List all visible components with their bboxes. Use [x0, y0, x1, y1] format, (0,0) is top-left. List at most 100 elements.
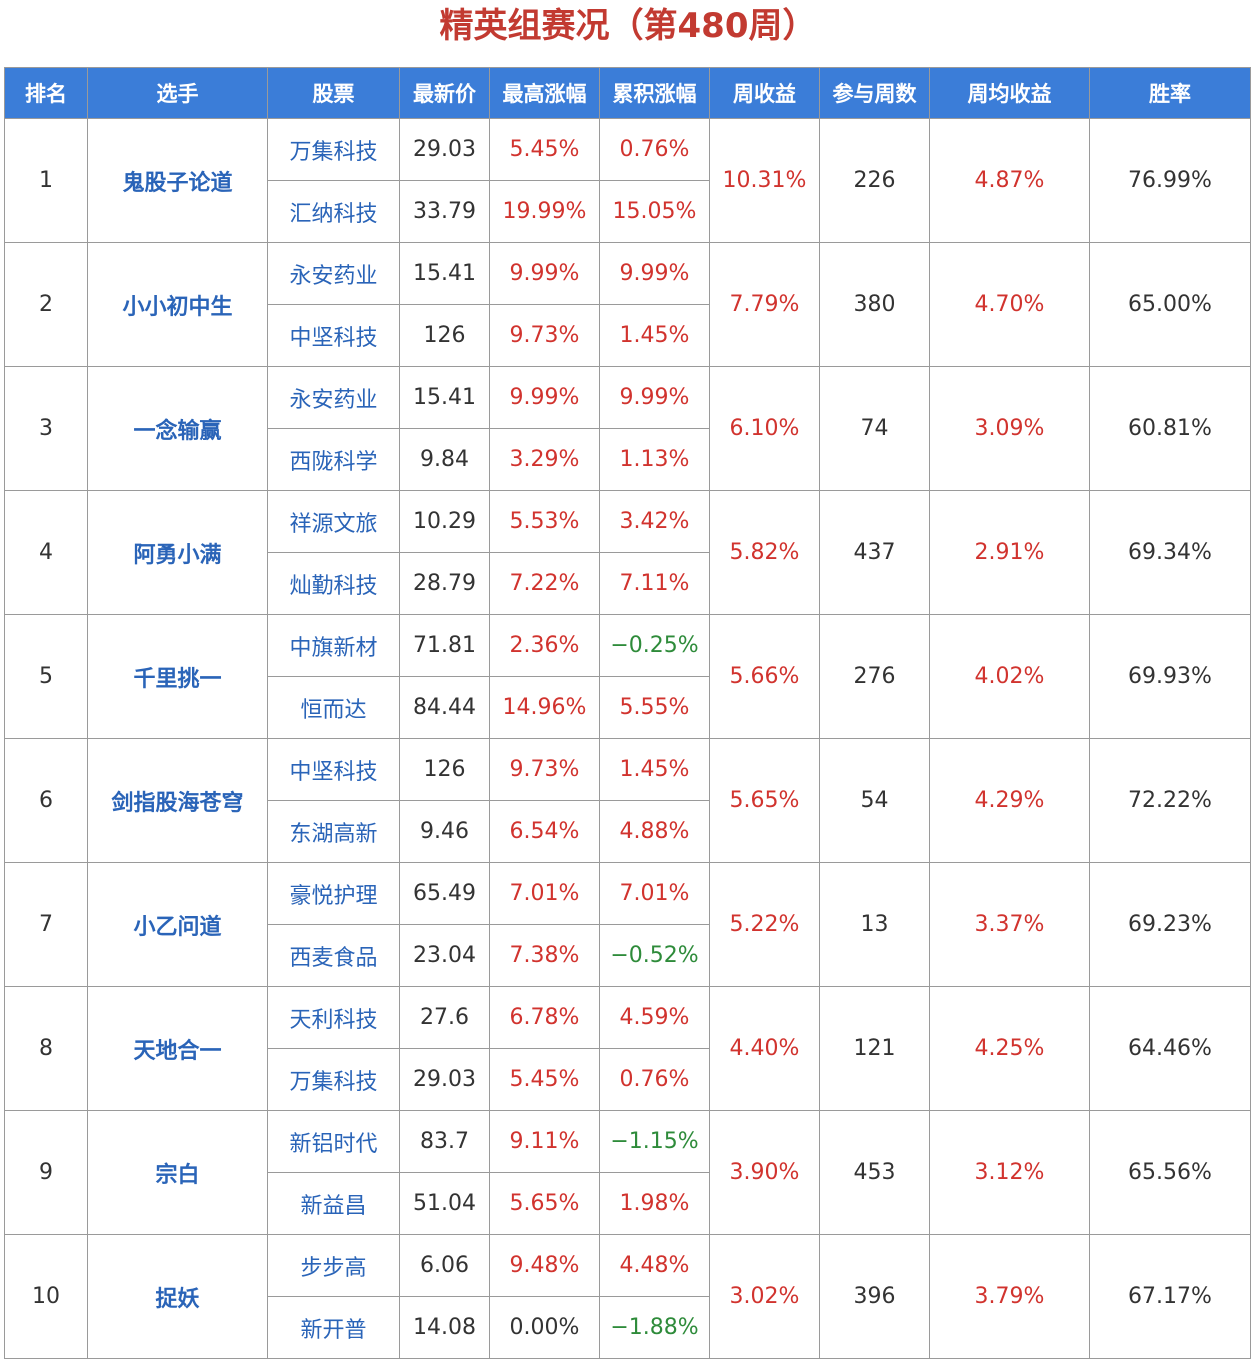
latest-price: 126 [399, 738, 490, 801]
weekly-return: 5.65% [709, 738, 820, 863]
weekly-return: 3.90% [709, 1110, 820, 1235]
latest-price: 28.79 [399, 552, 490, 615]
table-row: 1 鬼股子论道 万集科技 29.03 5.45% 0.76% 10.31% 226 4.87% 7… [4, 118, 1251, 243]
cumulative-gain: 1.45% [599, 304, 710, 367]
stock-name: 中坚科技 [267, 738, 400, 801]
max-gain: 7.38% [489, 924, 600, 987]
latest-price: 27.6 [399, 986, 490, 1049]
table-row: 4 阿勇小满 祥源文旅 10.29 5.53% 3.42% 5.82% 437 2.91% 69.… [4, 490, 1251, 615]
latest-price: 6.06 [399, 1234, 490, 1297]
cumulative-gain: −1.88% [599, 1296, 710, 1359]
avg-weekly-return: 3.12% [929, 1110, 1090, 1235]
header-win-rate: 胜率 [1089, 67, 1251, 119]
cumulative-gain: 7.11% [599, 552, 710, 615]
player-name: 小乙问道 [87, 862, 268, 987]
max-gain: 9.73% [489, 304, 600, 367]
player-name: 千里挑一 [87, 614, 268, 739]
latest-price: 15.41 [399, 366, 490, 429]
table-row: 10 捉妖 步步高 6.06 9.48% 4.48% 3.02% 396 3.79% 67.17% [4, 1234, 1251, 1359]
stock-name: 中旗新材 [267, 614, 400, 677]
cumulative-gain: 1.13% [599, 428, 710, 491]
latest-price: 15.41 [399, 242, 490, 305]
weeks-participated: 437 [819, 490, 930, 615]
weeks-participated: 121 [819, 986, 930, 1111]
latest-price: 71.81 [399, 614, 490, 677]
player-name: 天地合一 [87, 986, 268, 1111]
max-gain: 9.99% [489, 366, 600, 429]
player-name: 宗白 [87, 1110, 268, 1235]
header-player: 选手 [87, 67, 268, 119]
ranking-table: 排名 选手 股票 最新价 最高涨幅 累积涨幅 周收益 参与周数 周均收益 胜率 … [4, 67, 1251, 1359]
table-row: 2 小小初中生 永安药业 15.41 9.99% 9.99% 7.79% 380 4.70% 65… [4, 242, 1251, 367]
table-row: 7 小乙问道 豪悦护理 65.49 7.01% 7.01% 5.22% 13 3.37% 69.2… [4, 862, 1251, 987]
weeks-participated: 226 [819, 118, 930, 243]
weekly-return: 5.22% [709, 862, 820, 987]
cumulative-gain: −0.25% [599, 614, 710, 677]
cumulative-gain: 1.98% [599, 1172, 710, 1235]
player-name: 捉妖 [87, 1234, 268, 1359]
max-gain: 9.99% [489, 242, 600, 305]
avg-weekly-return: 3.79% [929, 1234, 1090, 1359]
rank-cell: 1 [4, 118, 88, 243]
cumulative-gain: 4.48% [599, 1234, 710, 1297]
header-stock: 股票 [267, 67, 400, 119]
stock-name: 永安药业 [267, 242, 400, 305]
max-gain: 14.96% [489, 676, 600, 739]
latest-price: 9.84 [399, 428, 490, 491]
weeks-participated: 453 [819, 1110, 930, 1235]
rank-cell: 2 [4, 242, 88, 367]
weeks-participated: 74 [819, 366, 930, 491]
table-row: 新益昌 51.04 5.65% 1.98% [5, 1172, 1251, 1235]
page-title: 精英组赛况（第480周） [439, 6, 817, 46]
cumulative-gain: 9.99% [599, 366, 710, 429]
stock-name: 西麦食品 [267, 924, 400, 987]
rank-cell: 4 [4, 490, 88, 615]
cumulative-gain: 5.55% [599, 676, 710, 739]
stock-name: 新开普 [267, 1296, 400, 1359]
cumulative-gain: 7.01% [599, 862, 710, 925]
stock-name: 步步高 [267, 1234, 400, 1297]
header-rank: 排名 [4, 67, 88, 119]
table-row: 9 宗白 新铝时代 83.7 9.11% −1.15% 3.90% 453 3.12% 65.56… [4, 1110, 1251, 1235]
rank-cell: 3 [4, 366, 88, 491]
table-row: 6 剑指股海苍穹 中坚科技 126 9.73% 1.45% 5.65% 54 4.29% 72.2… [4, 738, 1251, 863]
max-gain: 5.45% [489, 118, 600, 181]
max-gain: 5.45% [489, 1048, 600, 1111]
max-gain: 9.73% [489, 738, 600, 801]
weekly-return: 6.10% [709, 366, 820, 491]
avg-weekly-return: 2.91% [929, 490, 1090, 615]
table-row: 恒而达 84.44 14.96% 5.55% [5, 676, 1251, 739]
cumulative-gain: 4.59% [599, 986, 710, 1049]
avg-weekly-return: 4.29% [929, 738, 1090, 863]
win-rate: 65.56% [1089, 1110, 1251, 1235]
weekly-return: 5.66% [709, 614, 820, 739]
stock-name: 中坚科技 [267, 304, 400, 367]
latest-price: 33.79 [399, 180, 490, 243]
table-row: 8 天地合一 天利科技 27.6 6.78% 4.59% 4.40% 121 4.25% 64.4… [4, 986, 1251, 1111]
cumulative-gain: 1.45% [599, 738, 710, 801]
table-header: 排名 选手 股票 最新价 最高涨幅 累积涨幅 周收益 参与周数 周均收益 胜率 [4, 67, 1251, 119]
rank-cell: 6 [4, 738, 88, 863]
cumulative-gain: 15.05% [599, 180, 710, 243]
win-rate: 69.34% [1089, 490, 1251, 615]
table-row: 3 一念输赢 永安药业 15.41 9.99% 9.99% 6.10% 74 3.09% 60.8… [4, 366, 1251, 491]
latest-price: 126 [399, 304, 490, 367]
latest-price: 84.44 [399, 676, 490, 739]
header-max-gain: 最高涨幅 [489, 67, 600, 119]
latest-price: 65.49 [399, 862, 490, 925]
avg-weekly-return: 4.87% [929, 118, 1090, 243]
rank-cell: 8 [4, 986, 88, 1111]
max-gain: 2.36% [489, 614, 600, 677]
stock-name: 天利科技 [267, 986, 400, 1049]
table-row: 新开普 14.08 0.00% −1.88% [5, 1296, 1251, 1359]
max-gain: 7.01% [489, 862, 600, 925]
max-gain: 3.29% [489, 428, 600, 491]
stock-name: 永安药业 [267, 366, 400, 429]
max-gain: 19.99% [489, 180, 600, 243]
win-rate: 65.00% [1089, 242, 1251, 367]
max-gain: 5.53% [489, 490, 600, 553]
latest-price: 23.04 [399, 924, 490, 987]
header-row: 排名 选手 股票 最新价 最高涨幅 累积涨幅 周收益 参与周数 周均收益 胜率 [4, 67, 1251, 119]
max-gain: 9.11% [489, 1110, 600, 1173]
rank-cell: 9 [4, 1110, 88, 1235]
